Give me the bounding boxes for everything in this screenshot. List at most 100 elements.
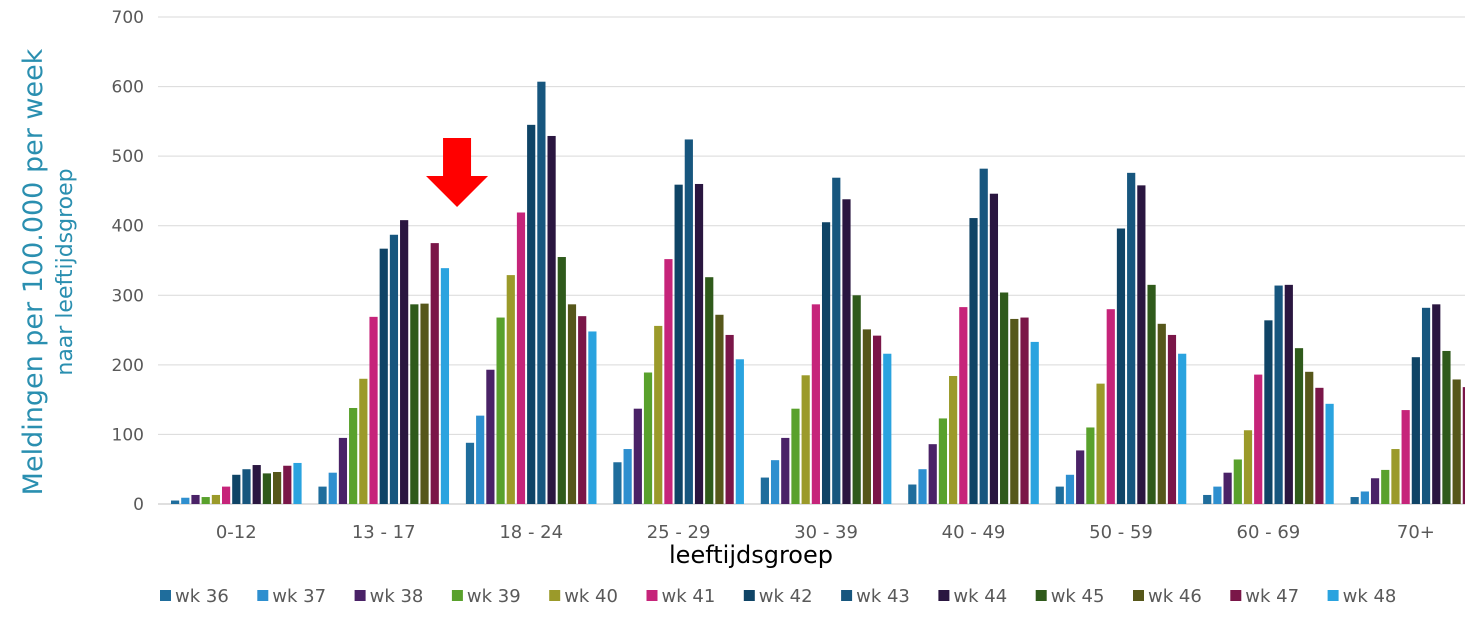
x-tick-label: 25 - 29	[647, 522, 711, 543]
bar	[181, 497, 190, 504]
legend-swatch	[451, 590, 463, 601]
bar	[232, 474, 241, 504]
bar	[1030, 341, 1039, 504]
bar	[440, 268, 450, 504]
legend-swatch	[1133, 590, 1144, 601]
legend-label: wk 41	[662, 586, 716, 607]
bar	[928, 444, 937, 504]
bar	[623, 449, 632, 504]
bar	[694, 183, 704, 504]
legend-swatch	[257, 590, 269, 601]
bar	[506, 275, 515, 504]
bar	[1055, 486, 1064, 504]
bar	[949, 375, 958, 504]
y-tick-label: 400	[112, 217, 144, 237]
bar	[547, 135, 556, 504]
bar	[222, 486, 231, 504]
bar	[684, 139, 693, 504]
legend-label: wk 46	[1148, 586, 1202, 607]
y-tick-label: 700	[112, 8, 144, 28]
bar	[1137, 185, 1146, 505]
bar	[842, 199, 851, 504]
legend-swatch	[938, 590, 950, 601]
x-tick-label: 0-12	[216, 522, 257, 543]
bar	[664, 259, 673, 504]
bar	[821, 222, 831, 505]
bar	[1315, 387, 1324, 504]
bar	[852, 295, 861, 504]
bar	[211, 494, 220, 504]
bar	[1147, 284, 1156, 504]
legend-label: wk 45	[1051, 586, 1105, 607]
bar	[1223, 472, 1232, 504]
bar	[1233, 459, 1242, 504]
bar	[705, 277, 714, 504]
bar	[760, 477, 769, 504]
legend-swatch	[1327, 590, 1339, 601]
bar	[633, 408, 642, 504]
legend-swatch	[160, 590, 171, 601]
legend-swatch	[1035, 590, 1047, 601]
bar	[1452, 379, 1461, 504]
bar	[862, 329, 871, 504]
bar	[969, 218, 978, 504]
x-tick-label: 70+	[1397, 522, 1435, 543]
bar	[273, 472, 282, 504]
bar	[1294, 348, 1304, 504]
y-axis-label-secondary: naar leeftijdsgroep	[53, 168, 78, 375]
bar	[400, 220, 409, 504]
bar	[1000, 292, 1009, 504]
bar	[1360, 491, 1369, 504]
y-tick-label: 0	[133, 495, 144, 515]
y-tick-label: 600	[112, 78, 144, 98]
x-tick-label: 18 - 24	[499, 522, 563, 543]
bar	[770, 460, 780, 504]
bar	[725, 334, 734, 504]
bar	[171, 500, 180, 504]
legend-label: wk 42	[759, 586, 813, 607]
bar	[537, 81, 546, 504]
bar	[908, 484, 917, 504]
bar	[1086, 427, 1095, 504]
bar	[379, 248, 388, 504]
bar	[1411, 357, 1420, 504]
category-labels: 0-12 13 - 17 18 - 24 25 - 29 30 - 39 40 - 49 5…	[216, 522, 1435, 543]
bar	[1421, 307, 1431, 504]
bar	[201, 497, 210, 504]
bar	[1442, 350, 1451, 504]
bar	[1325, 403, 1334, 504]
bar	[1284, 284, 1293, 504]
bar	[654, 325, 663, 504]
bar	[293, 462, 302, 504]
bar	[1020, 317, 1029, 504]
bar	[735, 359, 744, 504]
bar	[801, 375, 810, 504]
bar	[1178, 353, 1187, 504]
bar	[979, 168, 988, 505]
bar	[191, 494, 200, 504]
legend-swatch	[646, 590, 658, 601]
bar	[420, 303, 429, 504]
x-tick-label: 50 - 59	[1089, 522, 1153, 543]
legend-label: wk 43	[856, 586, 910, 607]
bar	[1381, 469, 1390, 504]
bar	[1096, 383, 1105, 504]
bar	[918, 469, 927, 504]
bar	[476, 415, 485, 504]
bar	[328, 472, 337, 504]
bar	[369, 316, 378, 504]
bar	[262, 473, 271, 504]
bar	[1116, 228, 1126, 504]
bar	[674, 184, 683, 505]
bar	[1350, 497, 1359, 504]
legend: wk 36 wk 37 wk 38 wk 39 wk 40 wk 41 wk 42 wk 43…	[160, 586, 1396, 607]
legend-swatch	[549, 590, 561, 601]
bar	[1203, 494, 1212, 504]
x-tick-label: 60 - 69	[1237, 522, 1301, 543]
bar	[557, 257, 566, 504]
legend-label: wk 36	[175, 586, 229, 607]
bar	[715, 314, 724, 504]
bar	[496, 317, 505, 504]
bar	[338, 437, 348, 504]
